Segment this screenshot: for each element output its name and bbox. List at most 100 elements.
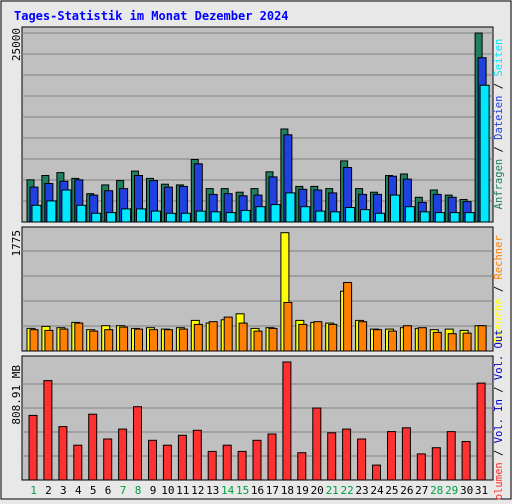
legend-separator: / bbox=[493, 443, 505, 462]
middle-bar-rechner bbox=[447, 333, 457, 352]
top-bar-seiten bbox=[240, 209, 251, 223]
middle-bar-rechner bbox=[119, 326, 129, 352]
middle-ytick-label: 1775 bbox=[10, 230, 23, 257]
bottom-bar-volumen bbox=[252, 439, 262, 481]
top-bar-seiten bbox=[91, 212, 102, 223]
day-label: 16 bbox=[251, 484, 264, 497]
day-label: 24 bbox=[370, 484, 384, 497]
middle-bar-rechner bbox=[59, 328, 69, 352]
top-bar-seiten bbox=[270, 204, 281, 223]
day-label: 15 bbox=[236, 484, 249, 497]
day-label: 3 bbox=[60, 484, 67, 497]
day-label: 5 bbox=[90, 484, 97, 497]
top-bar-seiten bbox=[330, 211, 341, 223]
day-label: 20 bbox=[311, 484, 324, 497]
middle-bar-rechner bbox=[74, 322, 84, 352]
top-bar-seiten bbox=[360, 209, 371, 223]
day-label: 7 bbox=[120, 484, 127, 497]
day-label: 9 bbox=[150, 484, 157, 497]
top-bar-seiten bbox=[300, 206, 311, 223]
bottom-bar-volumen bbox=[43, 380, 53, 481]
top-bar-seiten bbox=[390, 194, 400, 223]
middle-bar-rechner bbox=[313, 321, 323, 352]
bottom-bar-volumen bbox=[267, 433, 277, 481]
legend-entry: Vol. In bbox=[493, 399, 505, 443]
day-label: 10 bbox=[161, 484, 174, 497]
middle-bar-rechner bbox=[373, 329, 382, 352]
day-label: 22 bbox=[340, 484, 353, 497]
bottom-bar-volumen bbox=[372, 464, 381, 481]
bottom-bar-volumen bbox=[28, 414, 38, 481]
bottom-legend: Volumen / Vol. In / Vol. Out bbox=[493, 329, 505, 500]
top-bar-seiten bbox=[151, 210, 161, 223]
top-bar-seiten bbox=[106, 212, 117, 223]
day-label: 2 bbox=[45, 484, 52, 497]
top-bar-seiten bbox=[449, 212, 460, 223]
bottom-bar-volumen bbox=[133, 406, 142, 481]
day-label: 14 bbox=[221, 484, 235, 497]
top-bar-seiten bbox=[404, 206, 415, 223]
top-bar-seiten bbox=[255, 206, 266, 223]
legend-entry: Besuche bbox=[493, 298, 505, 342]
middle-bar-rechner bbox=[29, 329, 39, 352]
day-label: 30 bbox=[460, 484, 473, 497]
middle-bar-rechner bbox=[402, 325, 412, 352]
day-label: 12 bbox=[191, 484, 204, 497]
middle-legend: Besuche / Rechner bbox=[493, 235, 505, 343]
bottom-bar-volumen bbox=[58, 426, 68, 481]
day-label: 25 bbox=[385, 484, 398, 497]
day-label: 31 bbox=[475, 484, 488, 497]
bottom-bar-volumen bbox=[207, 450, 217, 481]
middle-bar-rechner bbox=[358, 321, 368, 352]
bottom-bar-volumen bbox=[222, 444, 232, 481]
middle-bar-rechner bbox=[268, 327, 278, 352]
day-label: 29 bbox=[445, 484, 458, 497]
bottom-bar-volumen bbox=[416, 453, 426, 481]
bottom-bar-volumen bbox=[401, 427, 411, 481]
top-bar-seiten bbox=[46, 200, 57, 223]
middle-bar-rechner bbox=[149, 329, 158, 352]
top-bar-seiten bbox=[165, 212, 176, 223]
top-bar-seiten bbox=[61, 189, 72, 223]
bottom-bar-volumen bbox=[73, 444, 83, 481]
bottom-bar-volumen bbox=[312, 407, 322, 481]
middle-bar-rechner bbox=[134, 328, 143, 352]
legend-separator: / bbox=[493, 77, 505, 96]
middle-bar-rechner bbox=[238, 322, 248, 352]
bottom-bar-volumen bbox=[177, 434, 187, 481]
top-bar-seiten bbox=[345, 207, 356, 223]
day-label: 17 bbox=[266, 484, 279, 497]
top-bar-seiten bbox=[419, 211, 430, 223]
top-bar-seiten bbox=[31, 204, 42, 223]
bottom-bar-volumen bbox=[192, 429, 202, 481]
middle-bar-rechner bbox=[328, 323, 338, 352]
bottom-bar-volumen bbox=[282, 361, 292, 481]
middle-bar-rechner bbox=[432, 331, 442, 352]
bottom-ytick-label: 808.91 MB bbox=[10, 365, 23, 425]
bottom-bar-volumen bbox=[476, 382, 486, 481]
day-label: 18 bbox=[281, 484, 294, 497]
top-bar-seiten bbox=[76, 204, 87, 223]
top-bar-seiten bbox=[180, 212, 191, 223]
middle-bar-rechner bbox=[388, 330, 397, 352]
legend-entry: Volumen bbox=[493, 462, 505, 500]
legend-entry: Rechner bbox=[493, 235, 505, 279]
legend-entry: Seiten bbox=[493, 39, 505, 77]
top-bar-seiten bbox=[136, 208, 146, 223]
bottom-bar-volumen bbox=[342, 428, 352, 481]
top-bar-seiten bbox=[315, 210, 326, 223]
bottom-bar-volumen bbox=[357, 438, 367, 481]
top-bar-seiten bbox=[210, 211, 221, 223]
bottom-bar-volumen bbox=[327, 432, 337, 481]
middle-bar-rechner bbox=[208, 321, 218, 352]
middle-bar-rechner bbox=[477, 325, 487, 352]
middle-bar-rechner bbox=[462, 332, 472, 352]
day-label: 1 bbox=[30, 484, 37, 497]
bottom-bar-volumen bbox=[88, 413, 98, 481]
top-bar-seiten bbox=[121, 208, 132, 223]
day-label: 13 bbox=[206, 484, 219, 497]
top-ytick-label: 25000 bbox=[10, 28, 23, 61]
day-label: 21 bbox=[326, 484, 339, 497]
legend-entry: Vol. Out bbox=[493, 329, 505, 380]
